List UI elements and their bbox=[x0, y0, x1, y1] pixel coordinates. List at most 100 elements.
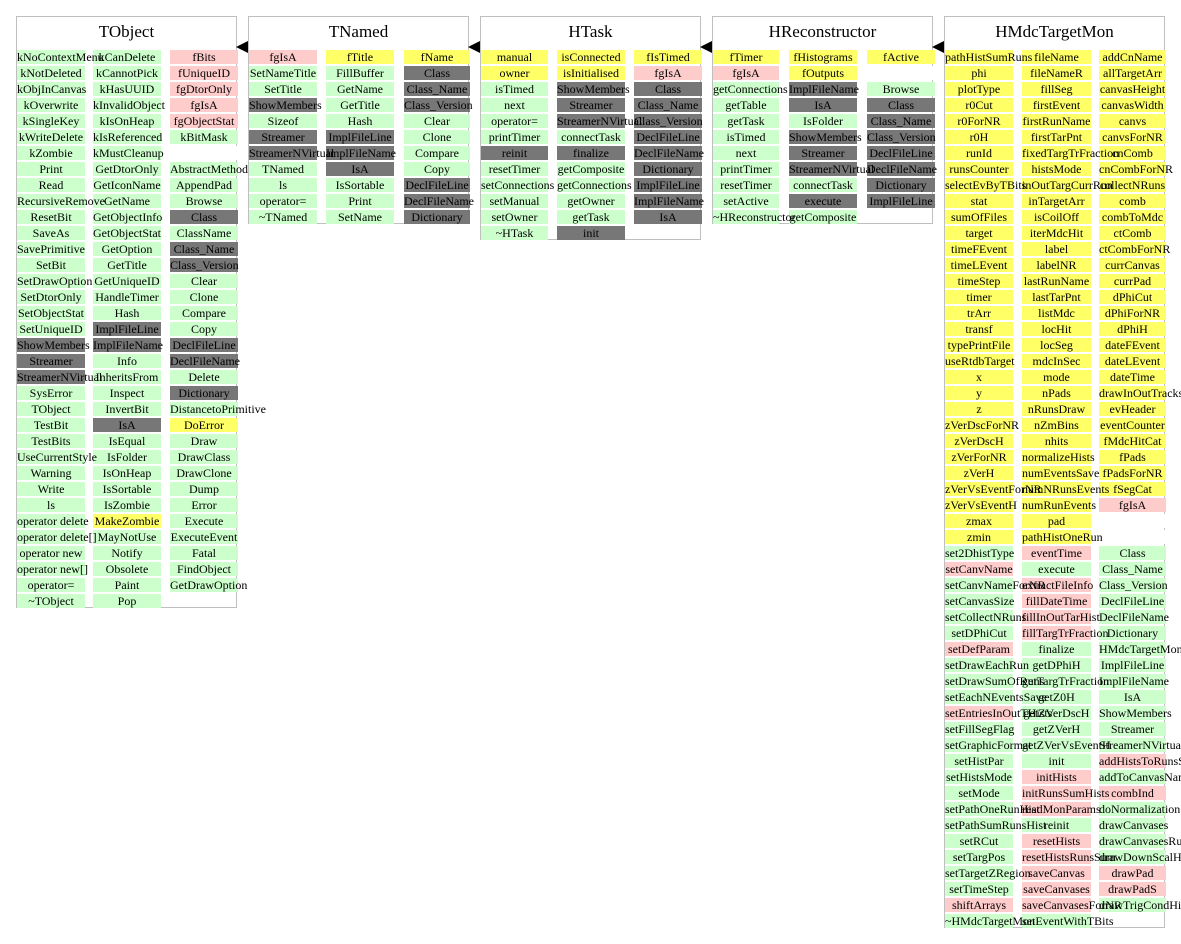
member-label: getTable bbox=[725, 98, 767, 112]
member-label: nZmBins bbox=[1034, 418, 1079, 432]
member-column: fBits fUniqueID fgDtorOnly fgIsA fgObjectSta… bbox=[170, 50, 266, 594]
member-cell: transf bbox=[945, 322, 1013, 336]
member-label: DeclFileName bbox=[867, 162, 937, 176]
member-cell: operator= bbox=[17, 578, 85, 592]
member-cell: fillSeg bbox=[1022, 82, 1091, 96]
member-label: Print bbox=[348, 194, 372, 208]
member-label: DrawClone bbox=[176, 466, 232, 480]
member-cell: Draw bbox=[170, 434, 238, 448]
member-label: saveCanvas bbox=[1028, 866, 1085, 880]
member-cell: isTimed bbox=[481, 82, 548, 96]
member-cell: connectTask bbox=[789, 178, 857, 192]
member-label: Error bbox=[191, 498, 217, 512]
member-label: fHistograms bbox=[793, 50, 853, 64]
member-cell: normalizeHists bbox=[1022, 450, 1095, 464]
member-label: zVerH bbox=[963, 466, 995, 480]
member-cell: Streamer bbox=[249, 130, 317, 144]
member-cell: fillTargTrFraction bbox=[1022, 626, 1109, 640]
member-label: dPhiH bbox=[1117, 322, 1148, 336]
member-label: cnComb bbox=[1112, 146, 1153, 160]
member-label: zVerDscH bbox=[954, 434, 1004, 448]
member-label: SavePrimitive bbox=[17, 242, 85, 256]
member-cell: r0H bbox=[945, 130, 1013, 144]
member-cell: GetObjectInfo bbox=[93, 210, 162, 224]
member-label: kIsOnHeap bbox=[99, 114, 155, 128]
member-cell: getComposite bbox=[557, 162, 625, 176]
member-label: DoError bbox=[184, 418, 224, 432]
member-cell bbox=[170, 146, 238, 160]
member-cell: fPads bbox=[1099, 450, 1166, 464]
member-cell: setDrawSumOfRuns bbox=[945, 674, 1044, 688]
member-cell: setRCut bbox=[945, 834, 1013, 848]
member-cell: connectTask bbox=[557, 130, 625, 144]
member-cell: setManual bbox=[481, 194, 548, 208]
member-cell: timeFEvent bbox=[945, 242, 1013, 256]
inheritance-arrow-icon bbox=[468, 41, 480, 53]
member-cell: isConnected bbox=[557, 50, 625, 64]
member-label: resetTimer bbox=[488, 162, 541, 176]
member-cell: manual bbox=[481, 50, 548, 64]
member-cell: canvs bbox=[1099, 114, 1166, 128]
member-cell: setActive bbox=[713, 194, 779, 208]
member-label: setDPhiCut bbox=[951, 626, 1007, 640]
member-label: setPathSumRunsHist bbox=[945, 818, 1047, 832]
member-cell: firstRunName bbox=[1022, 114, 1091, 128]
member-cell: drawCanvases bbox=[1099, 818, 1168, 832]
member-cell: Print bbox=[17, 162, 85, 176]
inheritance-arrow-icon bbox=[932, 41, 944, 53]
member-cell: kHasUUID bbox=[93, 82, 161, 96]
member-cell: SetDtorOnly bbox=[17, 290, 85, 304]
member-cell: typePrintFile bbox=[945, 338, 1013, 352]
member-cell: Dictionary bbox=[170, 386, 238, 400]
member-label: MakeZombie bbox=[94, 514, 160, 528]
member-cell: fActive bbox=[867, 50, 935, 64]
member-cell: firstEvent bbox=[1022, 98, 1091, 112]
member-label: canvasHeight bbox=[1099, 82, 1166, 96]
member-cell: y bbox=[945, 386, 1013, 400]
member-label: fillInOutTarHist bbox=[1022, 610, 1100, 624]
member-cell: drawPadS bbox=[1099, 882, 1166, 896]
member-cell: lastRunName bbox=[1022, 274, 1091, 288]
member-cell: kNoContextMenu bbox=[17, 50, 104, 64]
member-cell: Fatal bbox=[170, 546, 238, 560]
member-label: TestBit bbox=[33, 418, 69, 432]
member-label: DeclFileName bbox=[634, 146, 704, 160]
member-cell: InvertBit bbox=[93, 402, 161, 416]
member-label: kInvalidObject bbox=[93, 98, 165, 112]
member-label: TObject bbox=[31, 402, 71, 416]
member-cell: shiftArrays bbox=[945, 898, 1013, 912]
member-label: setTargetZRegion bbox=[945, 866, 1031, 880]
member-cell: drawInOutTracks bbox=[1099, 386, 1181, 400]
member-cell: inOutTargCurrRun bbox=[1022, 178, 1113, 192]
member-label: DeclFileLine bbox=[405, 178, 469, 192]
member-cell: SetTitle bbox=[249, 82, 317, 96]
member-label: firstTarPnt bbox=[1030, 130, 1083, 144]
member-cell: histsMode bbox=[1022, 162, 1091, 176]
member-cell: dPhiForNR bbox=[1099, 306, 1166, 320]
member-label: Dump bbox=[189, 482, 219, 496]
member-cell: getTable bbox=[713, 98, 779, 112]
member-label: dPhiCut bbox=[1112, 290, 1153, 304]
member-cell: SetNameTitle bbox=[249, 66, 317, 80]
member-cell: fTitle bbox=[326, 50, 394, 64]
member-cell: Read bbox=[17, 178, 85, 192]
member-label: finalize bbox=[1038, 642, 1075, 656]
member-label: DeclFileLine bbox=[636, 130, 700, 144]
member-label: addCnName bbox=[1102, 50, 1163, 64]
member-label: Clear bbox=[191, 274, 217, 288]
member-cell: Dump bbox=[170, 482, 238, 496]
member-cell: resetHistsRunsSum bbox=[1022, 850, 1116, 864]
member-label: Clone bbox=[189, 290, 219, 304]
member-cell: zVerForNR bbox=[945, 450, 1013, 464]
member-cell: locSeg bbox=[1022, 338, 1091, 352]
member-label: nhits bbox=[1044, 434, 1069, 448]
member-label: timer bbox=[966, 290, 992, 304]
member-label: drawPad bbox=[1111, 866, 1154, 880]
member-label: Dictionary bbox=[178, 386, 230, 400]
member-label: setConnections bbox=[481, 178, 555, 192]
member-label: getZVerDscH bbox=[1023, 706, 1090, 720]
member-cell: IsSortable bbox=[93, 482, 161, 496]
member-label: setFillSegFlag bbox=[945, 722, 1015, 736]
member-cell: kOverwrite bbox=[17, 98, 85, 112]
